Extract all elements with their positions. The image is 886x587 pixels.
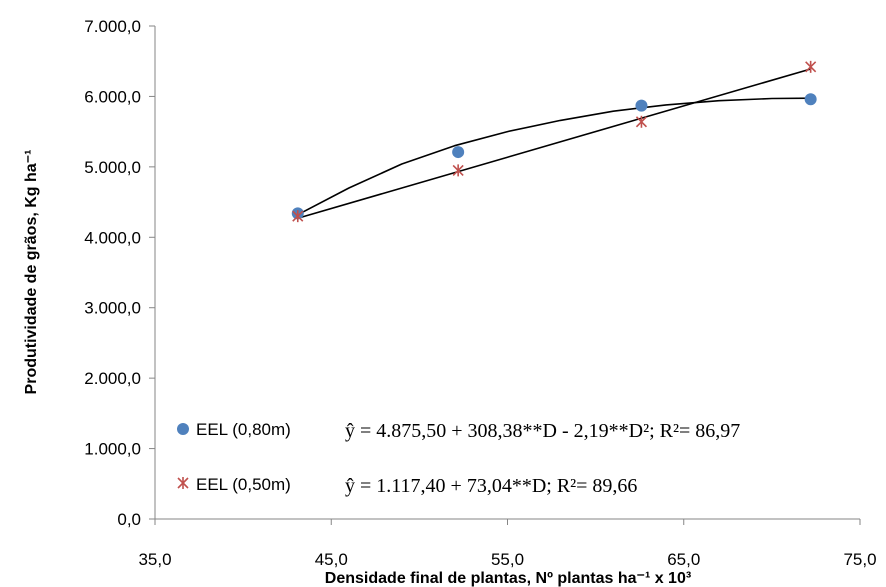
axes: [149, 25, 861, 525]
y-tick-label: 4.000,0: [84, 228, 141, 247]
x-axis-title: Densidade final de plantas, Nº plantas h…: [325, 570, 691, 587]
y-tick-label: 2.000,0: [84, 369, 141, 388]
x-tick-label: 65,0: [667, 550, 700, 569]
x-tick-label: 45,0: [315, 550, 348, 569]
legend-marker-star: [177, 477, 189, 489]
legend-star-shape: [177, 477, 189, 489]
legend-label-series-1: EEL (0,80m): [196, 420, 291, 439]
y-tick-label: 7.000,0: [84, 17, 141, 36]
data-points: [291, 60, 817, 223]
x-tick-label: 55,0: [491, 550, 524, 569]
equation-series-1: ŷ = 4.875,50 + 308,38**D - 2,19**D²; R²=…: [345, 420, 740, 442]
legend: EEL (0,80m) EEL (0,50m): [177, 420, 291, 494]
trend-curve-series-1: [297, 97, 811, 216]
point-series-1: [804, 93, 817, 106]
x-tick-label: 75,0: [843, 550, 876, 569]
y-tick-label: 5.000,0: [84, 158, 141, 177]
point-series-2: [292, 210, 304, 223]
y-tick-label: 3.000,0: [84, 299, 141, 318]
y-tick-label: 0,0: [117, 510, 141, 529]
y-axis-title: Produtividade de grãos, Kg ha⁻¹: [23, 150, 40, 395]
tick-labels: 0,0 1.000,0 2.000,0 3.000,0 4.000,0 5.000,0 6.…: [84, 17, 876, 569]
trend-lines: [297, 68, 811, 220]
point-series-2: [452, 164, 464, 177]
equation-series-2: ŷ = 1.117,40 + 73,04**D; R²= 89,66: [345, 475, 637, 497]
trend-line-series-2: [297, 68, 811, 220]
legend-marker-circle: [177, 423, 189, 435]
x-tick-label: 35,0: [138, 550, 171, 569]
point-series-1: [452, 146, 465, 159]
point-series-2: [635, 115, 648, 128]
y-tick-label: 1.000,0: [84, 440, 141, 459]
legend-label-series-2: EEL (0,50m): [196, 475, 291, 494]
point-series-1: [635, 99, 648, 112]
y-tick-label: 6.000,0: [84, 87, 141, 106]
point-series-2: [805, 60, 817, 73]
